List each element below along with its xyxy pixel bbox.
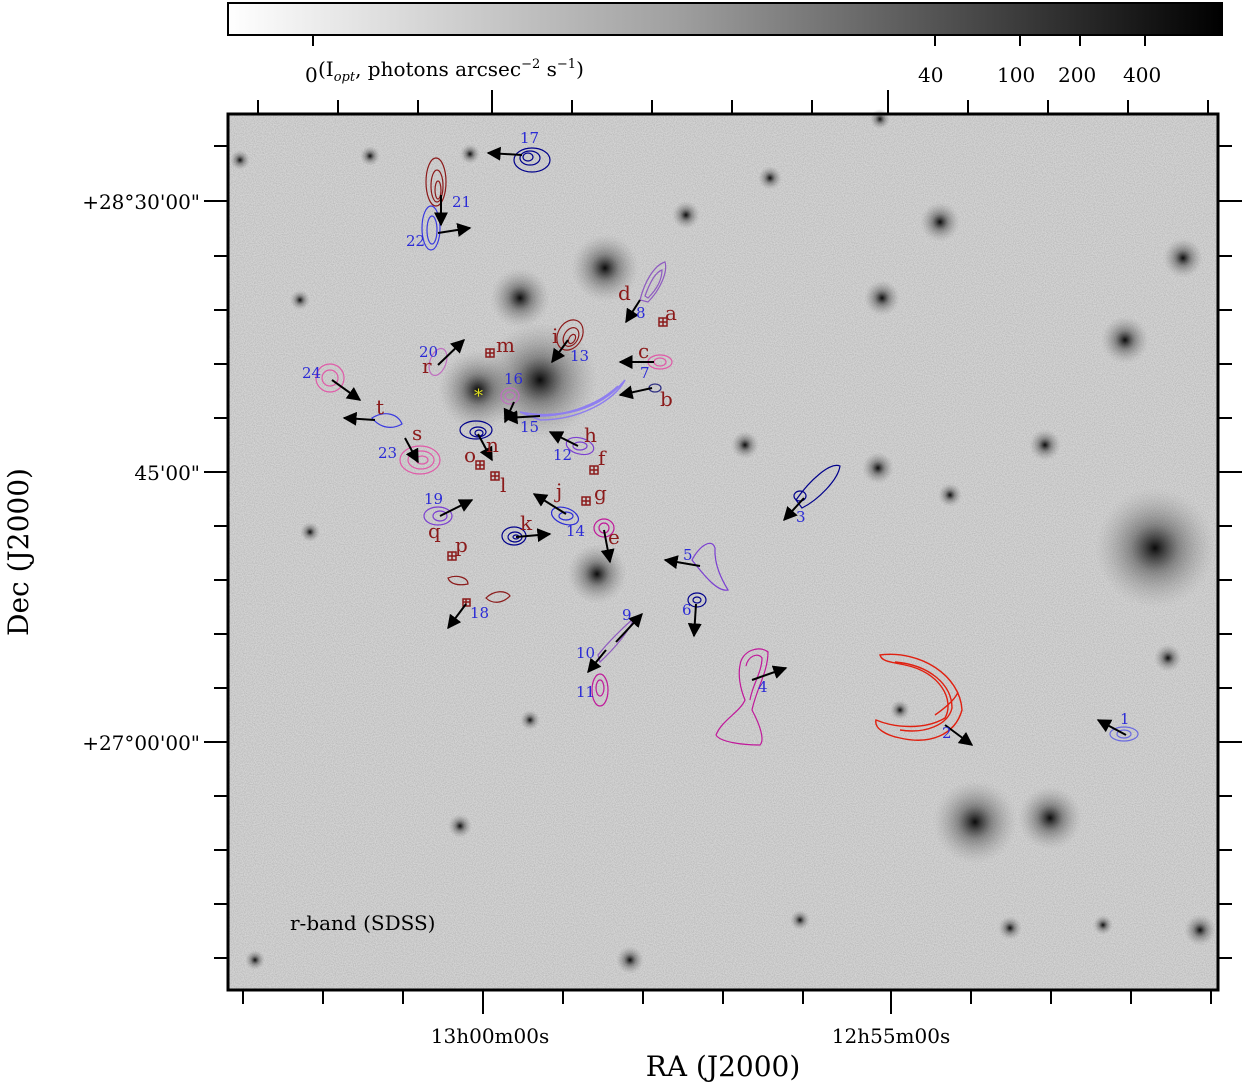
colorbar-ticks [312, 36, 1146, 46]
marker-p [447, 551, 457, 561]
x-tick-label-12h55: 12h55m00s [832, 1024, 950, 1048]
contour-2 [875, 653, 963, 741]
label-g: g [594, 481, 607, 505]
arrows [331, 146, 1127, 746]
label-23: 23 [378, 444, 397, 462]
contour-1 [1109, 726, 1139, 742]
label-12: 12 [553, 446, 572, 464]
right-ticks [1218, 145, 1242, 959]
label-15: 15 [520, 418, 539, 436]
contour-20 [428, 347, 448, 377]
label-6: 6 [682, 601, 692, 619]
label-20: 20 [419, 343, 438, 361]
label-17: 17 [520, 129, 539, 147]
marker-g [581, 496, 591, 506]
marker-l [490, 471, 500, 481]
label-19: 19 [424, 490, 443, 508]
label-n: n [486, 433, 499, 457]
contour-5 [691, 542, 729, 591]
colorbar-tick-400: 400 [1123, 63, 1161, 87]
y-axis-title: Dec (J2000) [2, 468, 35, 636]
label-1: 1 [1120, 710, 1130, 728]
label-18: 18 [470, 604, 489, 622]
contour-24 [315, 363, 345, 393]
blue-labels: 17 21 22 8 13 7 20 24 16 15 12 23 19 14 … [302, 129, 1130, 742]
marker-m [485, 348, 495, 358]
label-q: q [428, 519, 441, 543]
bottom-ticks [242, 990, 1212, 1014]
label-r: r [422, 354, 432, 378]
red-labels: d a i c m r b t n h s o f l j g q k e p [376, 281, 677, 557]
x-tick-label-13h: 13h00m00s [431, 1024, 549, 1048]
label-t: t [376, 395, 384, 419]
contour-4 [715, 648, 769, 746]
marker-f [589, 465, 599, 475]
label-24: 24 [302, 364, 321, 382]
label-22: 22 [406, 232, 425, 250]
sky-image [228, 109, 1218, 990]
label-d: d [618, 281, 631, 305]
contour-14j [550, 506, 580, 526]
label-l: l [500, 473, 506, 497]
label-8: 8 [636, 304, 646, 322]
label-3: 3 [796, 508, 806, 526]
y-tick-label-28-30: +28°30'00" [82, 190, 200, 214]
label-h: h [584, 423, 597, 447]
label-9: 9 [622, 606, 632, 624]
label-k: k [520, 511, 533, 535]
contour-22 [421, 205, 441, 251]
colorbar-tick-0: 0 [305, 63, 318, 87]
contour-16 [500, 387, 520, 405]
contour-15 [519, 379, 626, 421]
y-tick-label-27-00: +27°00'00" [82, 731, 200, 755]
contour-19 [423, 506, 453, 526]
label-c: c [638, 339, 649, 363]
label-5: 5 [683, 546, 693, 564]
contour-18p [447, 575, 511, 603]
x-axis-title: RA (J2000) [646, 1050, 801, 1083]
label-o: o [464, 443, 476, 467]
label-2: 2 [942, 724, 952, 742]
top-ticks [257, 90, 1209, 114]
label-7: 7 [640, 364, 650, 382]
contour-17 [513, 147, 551, 173]
label-j: j [554, 479, 562, 503]
marker-a [658, 317, 668, 327]
label-10: 10 [576, 644, 595, 662]
contour-21 [425, 157, 447, 207]
colorbar [227, 2, 1223, 36]
left-ticks [204, 145, 228, 959]
label-m: m [496, 333, 515, 357]
markers [447, 317, 668, 607]
label-a: a [665, 301, 677, 325]
label-13: 13 [570, 347, 589, 365]
label-p: p [455, 533, 468, 557]
label-e: e [608, 525, 620, 549]
yellow-star: * [474, 386, 483, 407]
colorbar-tick-40: 40 [918, 63, 943, 87]
label-16: 16 [504, 370, 523, 388]
contour-t [371, 413, 403, 428]
contour-6 [687, 592, 707, 608]
band-label: r-band (SDSS) [290, 911, 435, 935]
contour-n [459, 420, 493, 440]
label-s: s [412, 421, 422, 445]
label-11: 11 [576, 683, 595, 701]
colorbar-tick-100: 100 [997, 63, 1035, 87]
contours [315, 147, 1139, 746]
y-tick-label-45: 45'00" [134, 461, 200, 485]
label-14: 14 [566, 522, 585, 540]
colorbar-tick-200: 200 [1058, 63, 1096, 87]
label-21: 21 [452, 193, 471, 211]
label-4: 4 [758, 678, 768, 696]
contour-12h [565, 436, 595, 456]
contour-11 [591, 673, 609, 707]
contour-d8 [639, 261, 667, 303]
label-f: f [598, 446, 607, 470]
label-b: b [660, 387, 673, 411]
colorbar-label: (Iopt, photons arcsec−2 s−1) [318, 57, 584, 85]
label-i: i [552, 324, 558, 348]
